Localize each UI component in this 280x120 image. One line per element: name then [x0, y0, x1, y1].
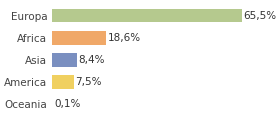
Text: 0,1%: 0,1%: [54, 99, 80, 109]
Bar: [52, 75, 74, 89]
Text: 8,4%: 8,4%: [78, 55, 104, 65]
Text: 65,5%: 65,5%: [244, 11, 277, 21]
Bar: [52, 31, 106, 45]
Bar: [52, 9, 242, 22]
Text: 7,5%: 7,5%: [75, 77, 102, 87]
Text: 18,6%: 18,6%: [108, 33, 141, 43]
Bar: [52, 53, 76, 67]
